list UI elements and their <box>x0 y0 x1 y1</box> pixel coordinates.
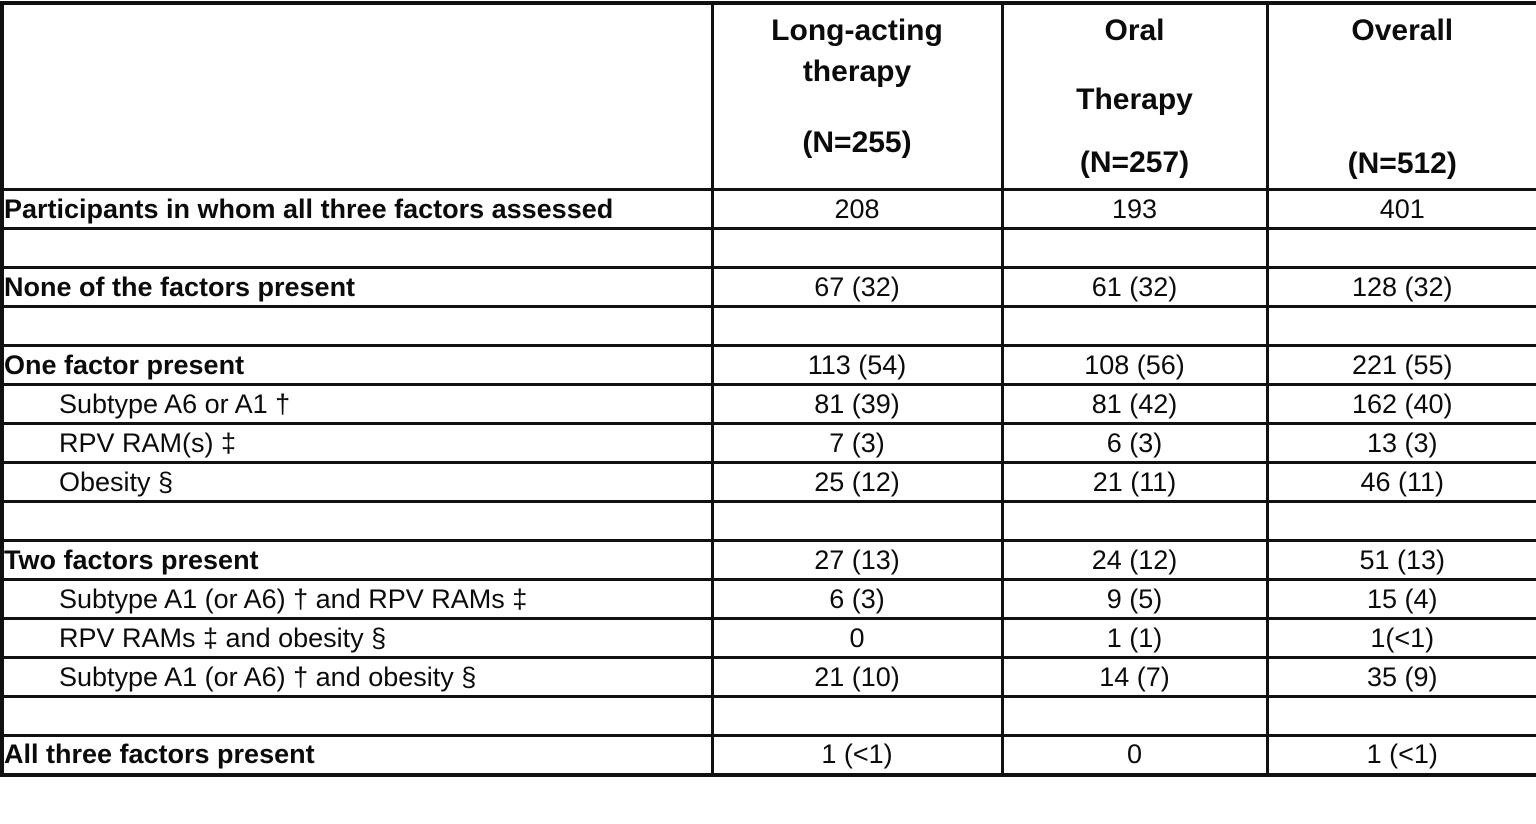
value-cell: 1 (1) <box>1000 617 1269 659</box>
row-label: Subtype A1 (or A6) † and obesity § <box>0 656 714 698</box>
value-cell: 81 (39) <box>710 383 1004 425</box>
spacer-row <box>0 500 1536 542</box>
table-row: One factor present 113 (54) 108 (56) 221… <box>0 344 1536 386</box>
value-cell <box>1265 500 1536 542</box>
row-label <box>0 227 714 269</box>
row-label: Participants in whom all three factors a… <box>0 188 714 230</box>
row-label: RPV RAM(s) ‡ <box>0 422 714 464</box>
value-cell <box>1265 695 1536 737</box>
value-cell: 9 (5) <box>1000 578 1269 620</box>
value-cell <box>710 305 1004 347</box>
value-cell: 24 (12) <box>1000 539 1269 581</box>
table-row: Subtype A1 (or A6) † and obesity § 21 (1… <box>0 656 1536 698</box>
value-cell: 208 <box>710 188 1004 230</box>
risk-factors-table: Long-acting therapy (N=255) Oral Therapy… <box>0 1 1536 777</box>
spacer-row <box>0 695 1536 737</box>
header-corner-cell <box>0 1 714 191</box>
row-label: Subtype A1 (or A6) † and RPV RAMs ‡ <box>0 578 714 620</box>
header-n-count: (N=257) <box>1079 146 1190 179</box>
header-long-acting-therapy: Long-acting therapy (N=255) <box>710 1 1004 191</box>
value-cell: 1 (<1) <box>710 734 1004 776</box>
row-label <box>0 500 714 542</box>
header-n-count: (N=255) <box>802 126 912 159</box>
value-cell: 1 (<1) <box>1265 734 1536 776</box>
table-row: Participants in whom all three factors a… <box>0 188 1536 230</box>
value-cell: 25 (12) <box>710 461 1004 503</box>
value-cell: 67 (32) <box>710 266 1004 308</box>
value-cell: 15 (4) <box>1265 578 1536 620</box>
value-cell: 6 (3) <box>710 578 1004 620</box>
value-cell: 193 <box>1000 188 1269 230</box>
table-row: Two factors present 27 (13) 24 (12) 51 (… <box>0 539 1536 581</box>
row-label: RPV RAMs ‡ and obesity § <box>0 617 714 659</box>
value-cell <box>1000 500 1269 542</box>
row-label: All three factors present <box>0 734 714 776</box>
header-line: therapy <box>802 55 912 88</box>
row-label: Obesity § <box>0 461 714 503</box>
value-cell: 128 (32) <box>1265 266 1536 308</box>
value-cell: 221 (55) <box>1265 344 1536 386</box>
value-cell <box>1265 305 1536 347</box>
value-cell: 162 (40) <box>1265 383 1536 425</box>
value-cell: 81 (42) <box>1000 383 1269 425</box>
table-row: RPV RAM(s) ‡ 7 (3) 6 (3) 13 (3) <box>0 422 1536 464</box>
value-cell: 108 (56) <box>1000 344 1269 386</box>
value-cell <box>710 500 1004 542</box>
value-cell: 13 (3) <box>1265 422 1536 464</box>
value-cell: 113 (54) <box>710 344 1004 386</box>
value-cell: 14 (7) <box>1000 656 1269 698</box>
header-oral-therapy: Oral Therapy (N=257) <box>1000 1 1269 191</box>
row-label <box>0 305 714 347</box>
table-row: Obesity § 25 (12) 21 (11) 46 (11) <box>0 461 1536 503</box>
value-cell <box>1000 305 1269 347</box>
value-cell: 0 <box>710 617 1004 659</box>
header-n-count: (N=512) <box>1347 147 1457 180</box>
value-cell: 21 (11) <box>1000 461 1269 503</box>
row-label: None of the factors present <box>0 266 714 308</box>
row-label: Two factors present <box>0 539 714 581</box>
value-cell: 61 (32) <box>1000 266 1269 308</box>
value-cell <box>710 695 1004 737</box>
value-cell <box>1265 227 1536 269</box>
header-line: Oral <box>1104 14 1165 47</box>
table-row: All three factors present 1 (<1) 0 1 (<1… <box>0 734 1536 776</box>
value-cell: 7 (3) <box>710 422 1004 464</box>
table-row: RPV RAMs ‡ and obesity § 0 1 (1) 1(<1) <box>0 617 1536 659</box>
value-cell <box>710 227 1004 269</box>
header-line: Long-acting <box>771 14 943 47</box>
header-row: Long-acting therapy (N=255) Oral Therapy… <box>0 1 1536 191</box>
value-cell: 21 (10) <box>710 656 1004 698</box>
table-row: Subtype A6 or A1 † 81 (39) 81 (42) 162 (… <box>0 383 1536 425</box>
value-cell: 35 (9) <box>1265 656 1536 698</box>
table-row: None of the factors present 67 (32) 61 (… <box>0 266 1536 308</box>
value-cell: 27 (13) <box>710 539 1004 581</box>
table-row: Subtype A1 (or A6) † and RPV RAMs ‡ 6 (3… <box>0 578 1536 620</box>
header-line: Overall <box>1351 14 1454 47</box>
value-cell: 46 (11) <box>1265 461 1536 503</box>
value-cell <box>1000 227 1269 269</box>
table-body: Participants in whom all three factors a… <box>0 188 1536 776</box>
value-cell: 0 <box>1000 734 1269 776</box>
spacer-row <box>0 305 1536 347</box>
value-cell: 6 (3) <box>1000 422 1269 464</box>
value-cell: 401 <box>1265 188 1536 230</box>
row-label: One factor present <box>0 344 714 386</box>
spacer-row <box>0 227 1536 269</box>
value-cell: 51 (13) <box>1265 539 1536 581</box>
row-label: Subtype A6 or A1 † <box>0 383 714 425</box>
row-label <box>0 695 714 737</box>
header-line: Therapy <box>1076 83 1193 116</box>
header-overall: Overall (N=512) <box>1265 1 1536 191</box>
table-header: Long-acting therapy (N=255) Oral Therapy… <box>0 1 1536 191</box>
value-cell: 1(<1) <box>1265 617 1536 659</box>
value-cell <box>1000 695 1269 737</box>
